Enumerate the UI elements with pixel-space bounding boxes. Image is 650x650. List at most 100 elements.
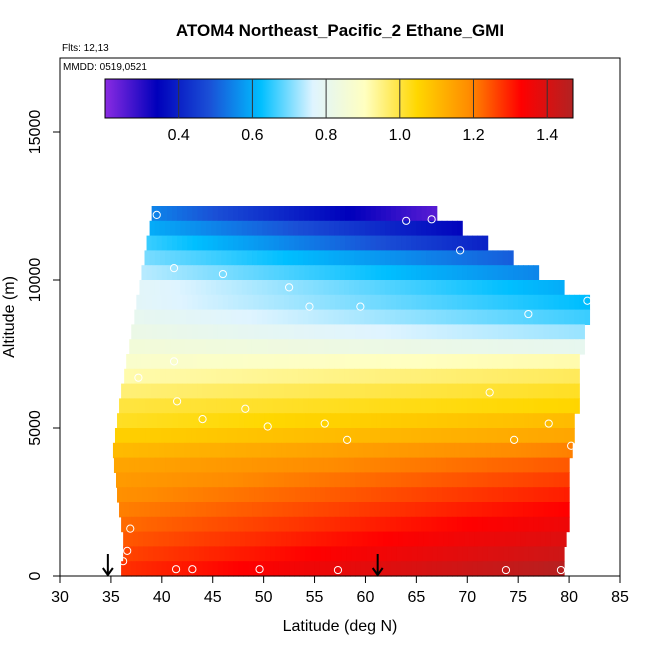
heatmap-cell	[467, 294, 473, 311]
heatmap-cell	[189, 546, 195, 562]
heatmap-cell	[231, 398, 238, 414]
heatmap-cell	[270, 546, 276, 562]
heatmap-cell	[441, 220, 448, 237]
heatmap-cell	[340, 561, 346, 577]
heatmap-cell	[449, 442, 456, 459]
sample-point	[284, 283, 294, 292]
heatmap-cell	[209, 442, 216, 459]
heatmap-cell	[472, 428, 478, 444]
heatmap-cell	[436, 561, 443, 577]
heatmap-cell	[149, 250, 156, 266]
heatmap-cell	[369, 339, 376, 355]
heatmap-cell	[287, 339, 294, 355]
heatmap-cell	[344, 457, 350, 473]
heatmap-cell	[195, 220, 202, 237]
heatmap-cell	[158, 442, 165, 459]
heatmap-cell	[338, 309, 345, 325]
heatmap-cell	[546, 442, 553, 459]
heatmap-cell	[284, 383, 290, 399]
heatmap-cell	[487, 339, 493, 355]
heatmap-cell	[212, 561, 219, 577]
heatmap-cell	[563, 309, 570, 325]
heatmap-cell	[149, 368, 156, 385]
heatmap-cell	[456, 250, 463, 266]
heatmap-cell	[360, 354, 367, 370]
heatmap-cell	[518, 383, 524, 399]
heatmap-cell	[354, 428, 361, 444]
heatmap-cell	[180, 250, 187, 266]
heatmap-cell	[405, 220, 412, 237]
heatmap-cell	[446, 339, 452, 355]
heatmap-cell	[396, 546, 403, 562]
heatmap-cell	[263, 516, 270, 533]
heatmap-cell	[192, 354, 199, 370]
heatmap-cell	[513, 294, 519, 311]
heatmap-cell	[170, 309, 176, 325]
heatmap-cell	[364, 250, 371, 266]
heatmap-cell	[474, 531, 481, 547]
heatmap-cell	[451, 250, 458, 266]
heatmap-cell	[313, 368, 320, 385]
heatmap-cell	[548, 398, 555, 414]
heatmap-cell	[304, 324, 311, 340]
heatmap-cell	[214, 546, 221, 562]
heatmap-cell	[281, 442, 288, 459]
heatmap-cell	[313, 250, 320, 266]
heatmap-cell	[148, 546, 155, 562]
heatmap-cell	[221, 339, 227, 355]
heatmap-cell	[401, 413, 408, 429]
heatmap-cell	[360, 472, 367, 488]
heatmap-cell	[139, 502, 146, 518]
heatmap-cell	[543, 280, 550, 296]
heatmap-cell	[202, 354, 209, 370]
y-axis-label: Altitude (m)	[1, 276, 18, 358]
heatmap-cell	[431, 413, 438, 429]
heatmap-cell	[219, 531, 226, 547]
heatmap-cell	[157, 413, 164, 429]
heatmap-cell	[401, 294, 407, 311]
heatmap-cell	[199, 442, 206, 459]
heatmap-cell	[170, 368, 176, 385]
heatmap-cell	[569, 294, 575, 311]
heatmap-cell	[543, 457, 550, 473]
heatmap-cell	[294, 516, 300, 533]
heatmap-cell	[195, 339, 202, 355]
heatmap-cell	[512, 368, 519, 385]
heatmap-cell	[131, 516, 137, 533]
heatmap-cell	[405, 250, 412, 266]
heatmap-cell	[487, 294, 494, 311]
heatmap-cell	[477, 368, 483, 385]
heatmap-cell	[272, 502, 279, 518]
heatmap-cell	[180, 368, 187, 385]
heatmap-cell	[395, 398, 401, 414]
heatmap-cell	[555, 531, 562, 547]
heatmap-cell	[202, 561, 209, 577]
heatmap-cell	[298, 368, 304, 385]
heatmap-cell	[289, 561, 295, 577]
heatmap-cell	[246, 339, 253, 355]
heatmap-cell	[246, 502, 253, 518]
heatmap-cell	[416, 472, 423, 488]
heatmap-cell	[318, 250, 325, 266]
heatmap-cell	[502, 516, 509, 533]
heatmap-cell	[446, 472, 453, 488]
heatmap-cell	[200, 220, 207, 237]
heatmap-cell	[543, 428, 550, 444]
heatmap-cell	[323, 339, 330, 355]
heatmap-cell	[298, 398, 304, 414]
heatmap-cell	[396, 294, 402, 311]
heatmap-cell	[165, 339, 171, 355]
heatmap-cell	[277, 220, 284, 237]
heatmap-cell	[349, 250, 355, 266]
heatmap-cell	[395, 502, 401, 518]
heatmap-cell	[538, 294, 545, 311]
heatmap-cell	[361, 546, 367, 562]
heatmap-cell	[347, 442, 354, 459]
heatmap-cell	[421, 206, 428, 222]
heatmap-cell	[238, 354, 244, 370]
heatmap-cell	[316, 531, 323, 547]
heatmap-cell	[538, 472, 545, 488]
heatmap-cell	[497, 502, 504, 518]
heatmap-cell	[243, 383, 249, 399]
sample-point	[169, 357, 179, 366]
